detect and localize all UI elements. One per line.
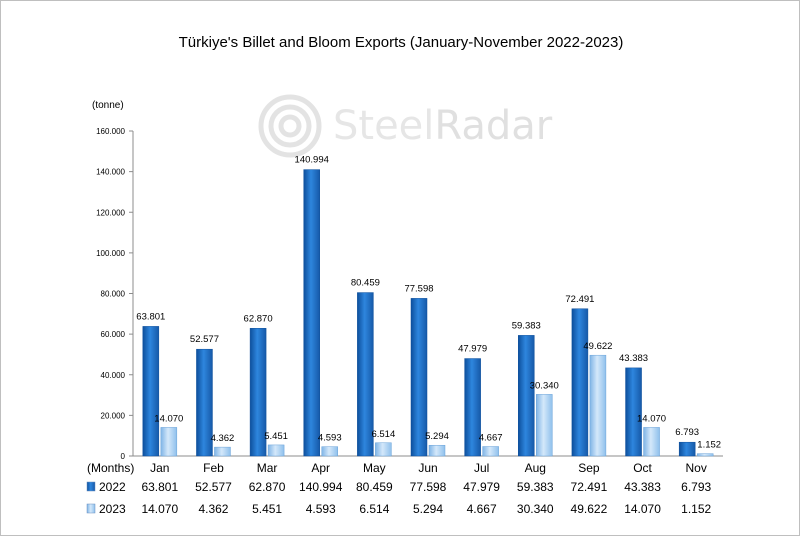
data-label-2022: 47.979 (458, 344, 487, 355)
table-value-2022: 47.979 (463, 480, 500, 494)
legend-swatch-2022 (86, 481, 96, 492)
table-value-2023: 14.070 (624, 502, 661, 516)
x-category-label: Apr (311, 461, 330, 475)
bar-2022 (249, 328, 267, 457)
watermark-text: SteelRadar (333, 103, 553, 149)
data-label-2023: 6.514 (371, 429, 395, 440)
table-value-2022: 77.598 (410, 480, 447, 494)
x-axis-label: (Months) (87, 461, 134, 475)
table-value-2022: 52.577 (195, 480, 232, 494)
y-tick-label: 160.000 (96, 127, 125, 136)
data-label-2022: 72.491 (565, 294, 594, 305)
table-value-2022: 72.491 (571, 480, 608, 494)
table-value-2023: 1.152 (681, 502, 711, 516)
data-label-2023: 4.667 (479, 433, 503, 444)
table-value-2023: 30.340 (517, 502, 554, 516)
table-value-2022: 80.459 (356, 480, 393, 494)
y-tick-label: 140.000 (96, 168, 125, 177)
x-category-label: May (363, 461, 386, 475)
data-label-2022: 6.793 (675, 427, 699, 438)
bar-2023 (643, 427, 660, 457)
y-tick-label: 40.000 (101, 371, 126, 380)
data-label-2022: 59.383 (512, 320, 541, 331)
x-category-label: Sep (578, 461, 600, 475)
y-tick-label: 100.000 (96, 249, 125, 258)
bar-2022 (410, 298, 428, 457)
table-value-2023: 49.622 (571, 502, 608, 516)
data-label-2022: 80.459 (351, 278, 380, 289)
bar-2022 (196, 348, 213, 457)
table-value-2023: 6.514 (359, 502, 389, 516)
bar-2022 (464, 358, 481, 457)
table-value-2023: 4.362 (198, 502, 228, 516)
y-axis-unit-label: (tonne) (92, 100, 124, 111)
data-label-2022: 63.801 (136, 311, 165, 322)
x-category-label: Mar (257, 461, 278, 475)
x-category-label: Aug (525, 461, 546, 475)
x-category-label: Jul (474, 461, 489, 475)
data-label-2023: 30.340 (530, 380, 559, 391)
table-value-2022: 59.383 (517, 480, 554, 494)
data-label-2022: 43.383 (619, 353, 648, 364)
bar-2023 (589, 354, 607, 457)
bar-2023 (428, 444, 446, 457)
legend-swatch-2023 (86, 503, 96, 514)
chart-title: Türkiye's Billet and Bloom Exports (Janu… (178, 34, 624, 51)
table-value-2022: 43.383 (624, 480, 661, 494)
bar-2023 (482, 446, 499, 457)
data-label-2023: 14.070 (154, 413, 183, 424)
table-value-2023: 14.070 (141, 502, 178, 516)
table-value-2023: 5.451 (252, 502, 282, 516)
bar-2022 (571, 308, 589, 457)
steelradar-logo-icon (258, 94, 322, 158)
legend-label-2023: 2023 (99, 502, 126, 516)
bar-2023 (696, 453, 714, 457)
x-category-label: Jun (418, 461, 437, 475)
bar-2022 (678, 441, 696, 457)
data-label-2022: 62.870 (244, 313, 273, 324)
data-label-2023: 49.622 (583, 341, 612, 352)
table-value-2023: 4.593 (306, 502, 336, 516)
y-tick-label: 80.000 (101, 290, 126, 299)
data-label-2023: 5.294 (425, 431, 449, 442)
bar-2022 (518, 335, 535, 457)
table-value-2022: 63.801 (141, 480, 178, 494)
table-value-2022: 140.994 (299, 480, 343, 494)
y-tick-label: 120.000 (96, 208, 125, 217)
y-tick-label: 20.000 (101, 411, 126, 420)
bar-2022 (625, 367, 642, 457)
data-label-2023: 4.593 (318, 433, 342, 444)
data-label-2023: 4.362 (211, 433, 235, 444)
bar-2023 (375, 442, 392, 457)
x-category-label: Jan (150, 461, 169, 475)
bar-2023 (214, 446, 231, 457)
table-value-2022: 62.870 (249, 480, 286, 494)
data-label-2022: 77.598 (404, 283, 433, 294)
bar-2023 (321, 446, 338, 457)
data-label-2022: 140.994 (295, 155, 329, 166)
bar-2022 (303, 169, 320, 457)
steelradar-watermark: SteelRadar (257, 93, 552, 159)
legend-label-2022: 2022 (99, 480, 126, 494)
bar-2023 (160, 427, 178, 457)
data-label-2023: 5.451 (264, 431, 288, 442)
data-label-2022: 52.577 (190, 334, 219, 345)
x-category-label: Feb (203, 461, 224, 475)
bar-2022 (357, 292, 374, 457)
bar-2023 (536, 394, 553, 457)
data-label-2023: 14.070 (637, 413, 666, 424)
bar-2022 (142, 326, 160, 457)
table-value-2023: 4.667 (467, 502, 497, 516)
table-value-2022: 6.793 (681, 480, 711, 494)
x-category-label: Oct (633, 461, 652, 475)
bar-2023 (267, 444, 285, 457)
data-label-2023: 1.152 (697, 440, 721, 451)
x-category-label: Nov (686, 461, 707, 475)
y-tick-label: 60.000 (101, 330, 126, 339)
table-value-2023: 5.294 (413, 502, 443, 516)
y-tick-label: 0 (121, 452, 126, 461)
